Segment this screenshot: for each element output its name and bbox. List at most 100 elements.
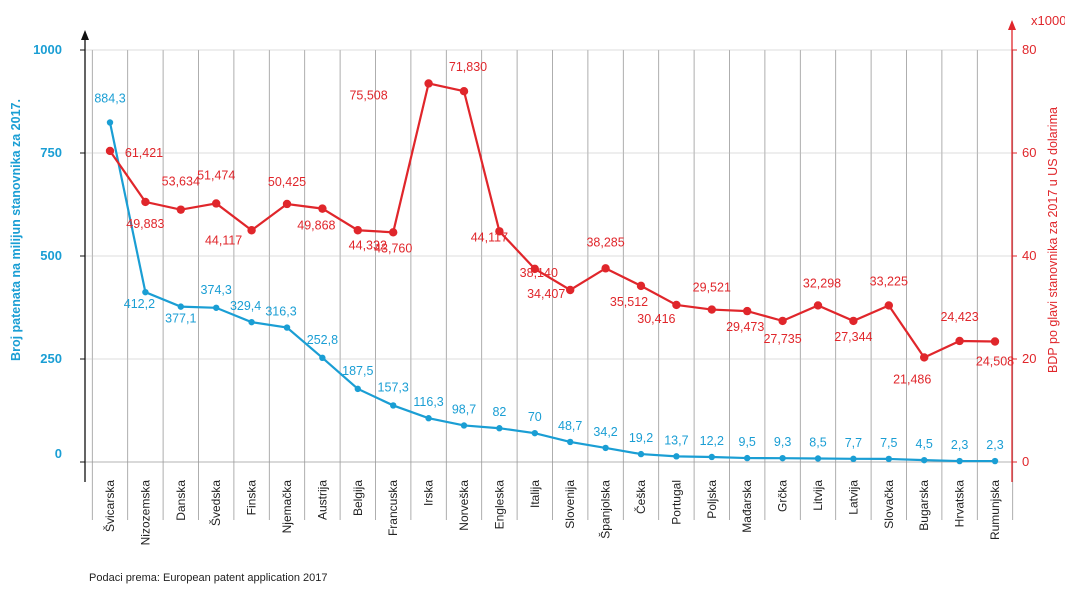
left-tick-label: 250 — [40, 351, 62, 366]
gdp-point — [990, 337, 1000, 346]
right-tick-label: 80 — [1022, 42, 1036, 57]
gdp-point — [743, 306, 752, 316]
gdp-point — [141, 197, 150, 207]
patents-point — [814, 455, 822, 462]
left-axis: 0 250 500 750 1000 — [33, 30, 89, 482]
gdp-data-label: 44,332 — [349, 238, 387, 252]
patents-data-label: 98,7 — [452, 402, 476, 416]
category-label: Engleska — [492, 480, 506, 530]
gdp-point — [707, 305, 716, 314]
category-label: Litvija — [811, 480, 825, 511]
gdp-point — [813, 301, 823, 310]
gdp-point — [176, 205, 185, 214]
category-label: Finska — [245, 480, 259, 516]
patents-point — [708, 453, 715, 461]
category-label: Češka — [633, 480, 648, 514]
patents-data-label: 2,3 — [951, 438, 968, 452]
gdp-line — [109, 82, 996, 359]
footnote: Podaci prema: European patent applicatio… — [89, 572, 328, 584]
category-label: Austrija — [315, 480, 329, 520]
right-tick-label: 0 — [1022, 454, 1029, 469]
category-label: Belgija — [351, 480, 365, 516]
gdp-data-label: 24,423 — [940, 310, 978, 324]
gdp-data-label: 32,298 — [803, 276, 841, 290]
gdp-point — [849, 316, 858, 326]
patents-point — [567, 438, 574, 446]
patents-data-label: 316,3 — [265, 305, 296, 319]
gdp-data-label: 71,830 — [449, 60, 487, 74]
patents-data-label: 116,3 — [413, 395, 443, 409]
patents-data-label: 4,5 — [916, 437, 933, 451]
patents-point — [637, 450, 645, 458]
patents-data-label: 2,3 — [986, 438, 1003, 452]
category-label: Slovačka — [882, 480, 896, 529]
gdp-data-label: 53,634 — [162, 175, 200, 189]
patents-point — [531, 429, 538, 437]
left-tick-label: 0 — [55, 446, 62, 461]
gdp-point — [212, 199, 221, 208]
right-tick-label: 40 — [1022, 248, 1036, 263]
category-label: Švedska — [208, 480, 223, 526]
right-tick-label: 60 — [1022, 145, 1036, 160]
patents-data-label: 8,5 — [809, 435, 826, 449]
gdp-point — [247, 226, 256, 235]
patents-point — [213, 304, 220, 311]
gdp-data-label: 50,425 — [268, 175, 306, 189]
patents-point — [354, 385, 361, 393]
category-label: Hrvatska — [953, 480, 967, 528]
gdp-data-label: 29,521 — [693, 281, 731, 295]
patents-data-label: 19,2 — [629, 431, 653, 445]
gdp-point — [778, 316, 787, 326]
patents-data-label: 329,4 — [230, 299, 261, 313]
gdp-data-label: 43,760 — [374, 241, 412, 255]
category-labels: Švicarska Nizozemska Danska Švedska Finska Nj… — [102, 480, 1002, 546]
gdp-point — [389, 228, 398, 237]
patents-line — [108, 122, 995, 463]
category-label: Irska — [422, 480, 436, 506]
gdp-data-label: 29,473 — [726, 320, 764, 334]
left-tick-label: 1000 — [33, 42, 62, 57]
patents-data-label: 12,2 — [700, 434, 724, 448]
patents-data-label: 34,2 — [593, 425, 617, 439]
category-label: Slovenija — [563, 480, 577, 529]
gdp-data-label: 35,512 — [610, 295, 648, 309]
gdp-data-label: 38,285 — [586, 235, 624, 249]
category-label: Bugarska — [917, 480, 931, 531]
patents-point — [779, 454, 786, 462]
patents-point — [177, 303, 184, 310]
category-label: Nizozemska — [138, 480, 152, 546]
gdp-data-label: 30,416 — [637, 312, 675, 326]
category-label: Portugal — [669, 480, 683, 525]
gdp-data-label: 44,117 — [205, 233, 242, 247]
right-axis-arrow — [1008, 20, 1016, 30]
patents-data-label: 48,7 — [558, 419, 582, 433]
grid-lines — [85, 49, 1014, 520]
gdp-point — [566, 285, 575, 295]
gdp-point — [601, 264, 610, 273]
patents-point — [850, 455, 857, 463]
right-axis: 0 20 40 60 80 — [1008, 20, 1036, 482]
patents-point — [283, 324, 291, 331]
category-label: Poljska — [705, 480, 719, 519]
patents-point — [425, 415, 432, 422]
gdp-data-label: 49,883 — [126, 217, 164, 231]
category-label: Francuska — [386, 480, 400, 536]
patents-data-label: 252,8 — [307, 333, 338, 347]
patents-data-label: 187,5 — [342, 364, 373, 378]
gdp-data-label: 61,421 — [125, 146, 163, 160]
gdp-data-label: 24,508 — [976, 354, 1014, 368]
patents-point — [106, 119, 114, 126]
gdp-point — [636, 281, 646, 291]
patents-data-label: 157,3 — [378, 380, 409, 394]
category-label: Njemačka — [280, 480, 294, 534]
gdp-data-label: 75,508 — [349, 88, 387, 102]
gdp-point — [495, 227, 504, 236]
gdp-point — [353, 226, 362, 235]
patents-series: 884,3 412,2 377,1 374,3 329,4 316,3 252,8 187,5… — [94, 92, 1004, 465]
gdp-point — [105, 146, 115, 156]
patents-data-label: 82 — [492, 405, 506, 419]
gdp-point — [424, 79, 433, 88]
right-axis-unit: x1000 — [1031, 13, 1065, 28]
gdp-data-label: 21,486 — [893, 372, 931, 386]
